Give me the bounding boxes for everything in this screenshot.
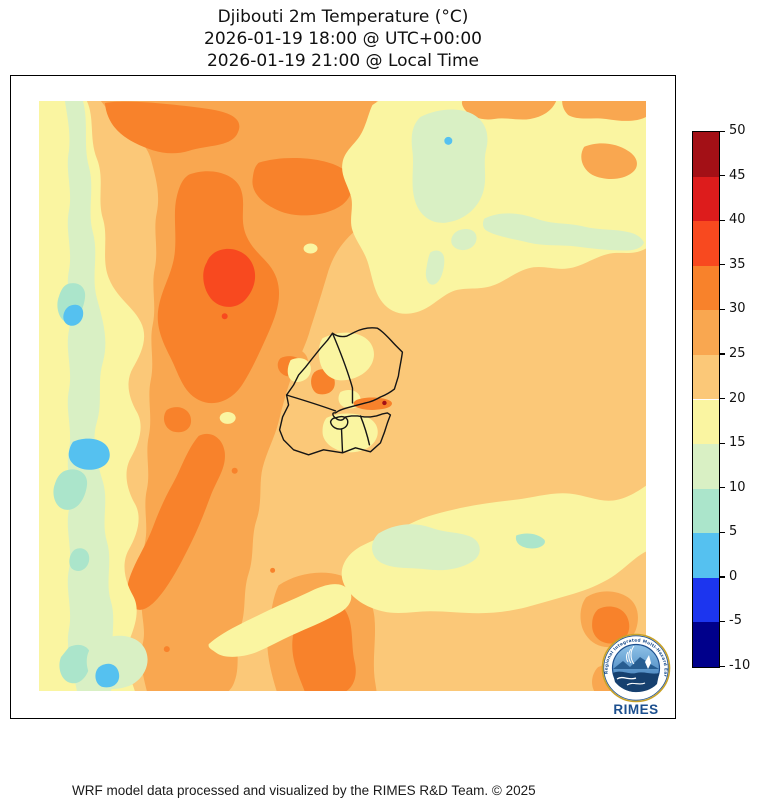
colorbar: 50 45 40 35 30 25 20 15 10 5 0 -5 -10 [692, 123, 760, 673]
rimes-logo: Regional Integrated Multi-Hazard Early W… [595, 628, 675, 718]
colorbar-tick-label: 5 [729, 524, 738, 540]
colorbar-segment [693, 354, 719, 400]
colorbar-bar [692, 131, 720, 668]
colorbar-tick [720, 130, 725, 132]
logo-wordmark: RIMES [613, 702, 658, 717]
colorbar-segment [693, 622, 719, 667]
colorbar-tick [720, 398, 725, 400]
region-divider [331, 332, 354, 404]
logo-sea [612, 671, 660, 692]
temperature-map [39, 101, 646, 691]
colorbar-tick-label: 25 [729, 345, 746, 361]
region-divider [359, 415, 371, 446]
colorbar-tick [720, 442, 725, 444]
colorbar-segment [693, 176, 719, 222]
colorbar-tick-label: 30 [729, 301, 746, 317]
colorbar-tick [720, 175, 725, 177]
colorbar-tick-label: 40 [729, 212, 746, 228]
colorbar-tick-label: 0 [729, 568, 738, 584]
colorbar-tick [720, 620, 725, 623]
colorbar-tick-label: 10 [729, 479, 746, 495]
colorbar-tick [720, 665, 725, 667]
colorbar-segment [693, 265, 719, 311]
colorbar-tick-label: 35 [729, 256, 746, 272]
djibouti-boundary [278, 327, 404, 456]
colorbar-segment [693, 533, 719, 578]
colorbar-tick-label: -5 [729, 613, 742, 629]
footer-credit: WRF model data processed and visualized … [72, 783, 536, 798]
chart-subtitle-utc: 2026-01-19 18:00 @ UTC+00:00 [204, 29, 482, 49]
colorbar-segment [693, 444, 719, 489]
colorbar-tick [720, 308, 725, 311]
colorbar-tick [720, 531, 725, 533]
colorbar-tick-label: 45 [729, 167, 746, 183]
region-divider [340, 428, 344, 453]
colorbar-tick [720, 576, 725, 578]
region-divider [285, 394, 337, 412]
colorbar-segment [693, 488, 719, 534]
colorbar-tick [720, 487, 725, 489]
colorbar-tick [720, 264, 725, 266]
title-block: Djibouti 2m Temperature (°C) 2026-01-19 … [10, 6, 676, 72]
colorbar-segment [693, 577, 719, 623]
logo-figure [645, 655, 651, 669]
colorbar-tick-label: 20 [729, 390, 746, 406]
logo-wave-icon [626, 645, 635, 665]
map-frame: Regional Integrated Multi-Hazard Early W… [10, 75, 676, 719]
colorbar-segment [693, 221, 719, 266]
colorbar-tick-label: 50 [729, 123, 746, 138]
colorbar-tick-label: -10 [729, 658, 751, 673]
colorbar-segment [693, 310, 719, 355]
chart-title: Djibouti 2m Temperature (°C) [217, 7, 469, 27]
colorbar-tick [720, 219, 725, 221]
colorbar-segment [693, 132, 719, 177]
colorbar-tick-label: 15 [729, 435, 746, 451]
contour-fills [39, 101, 646, 691]
chart-subtitle-local: 2026-01-19 21:00 @ Local Time [206, 51, 480, 71]
colorbar-tick [720, 353, 725, 355]
colorbar-segment [693, 399, 719, 445]
